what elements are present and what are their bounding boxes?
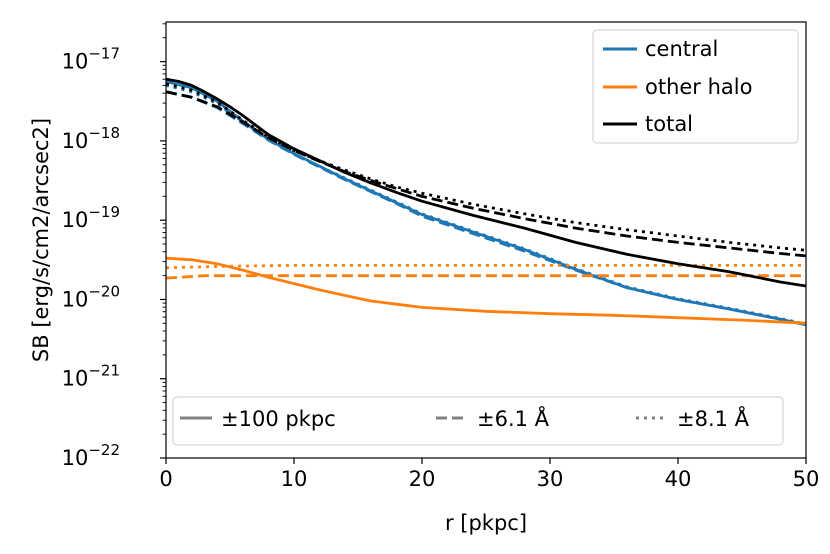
component-legend: central other halo total [592,29,799,144]
y-tick-label: 10−17 [62,45,120,74]
series-layer [166,77,806,327]
y-axis-label: SB [erg/s/cm2/arcsec2] [29,118,53,362]
y-tick-label: 10−21 [62,362,120,391]
component-legend-box [592,29,799,144]
series-other-halo-dashed [166,274,806,280]
x-tick-label: 10 [281,467,308,491]
y-tick-exponent: −17 [88,45,120,63]
y-tick-label: 10−19 [62,203,120,232]
y-tick-base: 10 [62,50,89,74]
x-tick-label: 50 [793,467,820,491]
legend-solid-label: ±100 pkpc [221,407,336,431]
x-tick-label: 0 [159,467,172,491]
axis-ticks: 0 10 20 30 40 5010−1710−1810−1910−2010−2110−2… [62,23,820,491]
x-tick-label: 20 [409,467,436,491]
x-tick-label: 30 [537,467,564,491]
legend-total-label: total [645,112,693,136]
y-tick-base: 10 [62,129,89,153]
y-tick-label: 10−20 [62,282,120,311]
y-tick-exponent: −21 [88,362,120,380]
legend-dotted-label: ±8.1 Å [677,405,750,431]
series-total-dashed [166,90,806,258]
y-tick-base: 10 [62,208,89,232]
y-tick-exponent: −20 [88,282,120,300]
style-legend-box [172,396,784,446]
legend-other-halo-label: other halo [645,75,752,99]
y-tick-base: 10 [62,446,89,470]
x-axis-label: r [pkpc] [445,511,527,535]
y-tick-exponent: −22 [88,441,120,459]
y-tick-label: 10−18 [62,124,120,153]
style-legend: ±100 pkpc ±6.1 Å ±8.1 Å [172,396,784,446]
y-tick-label: 10−22 [62,441,120,470]
plot-frame [165,21,807,459]
x-tick-label: 40 [665,467,692,491]
series-other-halo-dotted [166,263,806,270]
series-other-halo-solid [166,256,806,325]
plot-area [165,21,807,459]
y-tick-exponent: −19 [88,203,120,221]
y-tick-base: 10 [62,367,89,391]
y-tick-exponent: −18 [88,124,120,142]
legend-dashed-label: ±6.1 Å [477,405,550,431]
y-tick-base: 10 [62,287,89,311]
legend-central-label: central [645,37,718,61]
